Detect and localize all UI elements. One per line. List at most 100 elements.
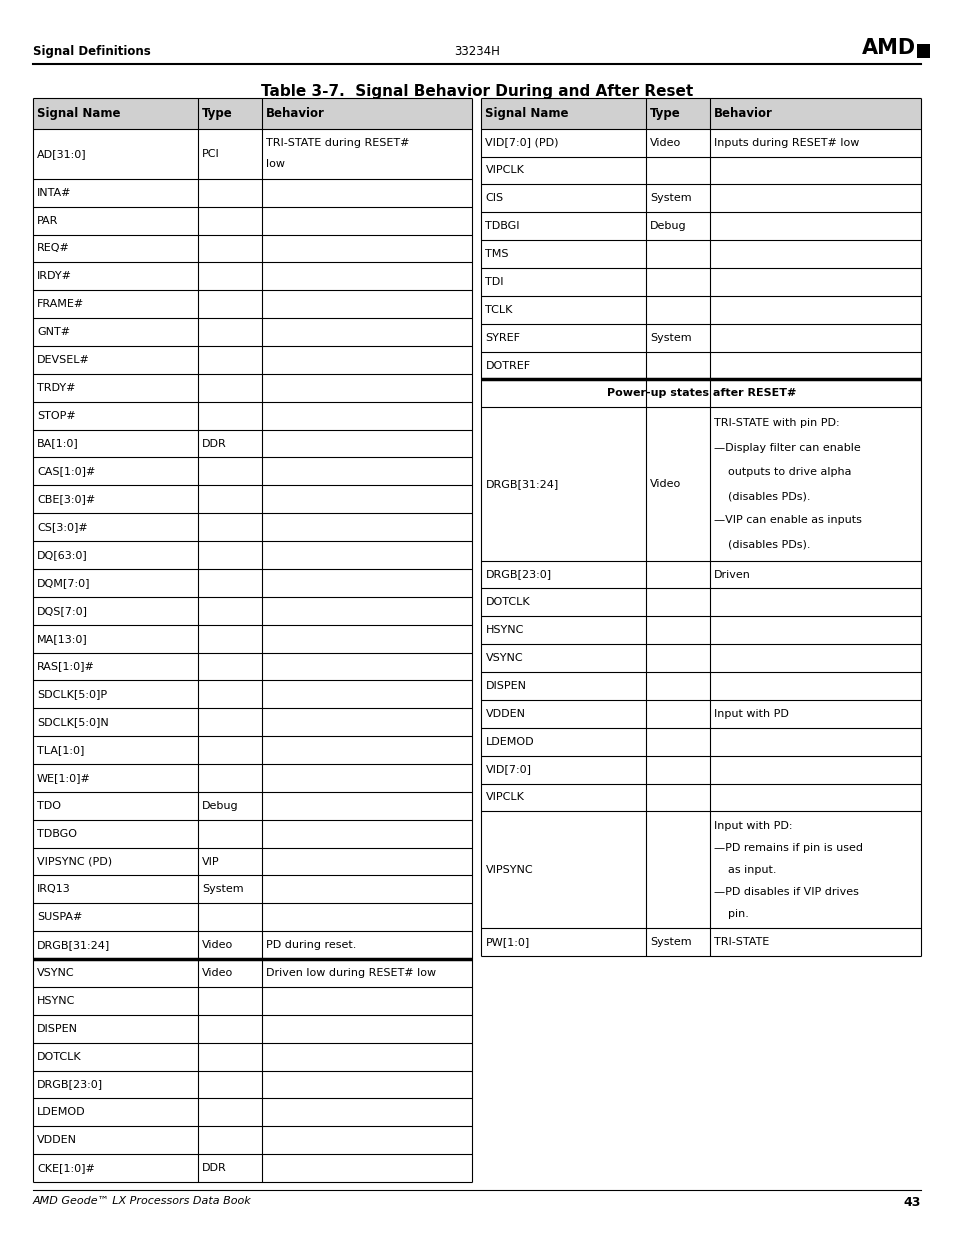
Bar — [33, 98, 472, 128]
Text: as input.: as input. — [713, 864, 776, 874]
Text: TDI: TDI — [485, 277, 503, 287]
Text: AMD: AMD — [861, 38, 915, 58]
Text: VDDEN: VDDEN — [485, 709, 525, 719]
Text: AD[31:0]: AD[31:0] — [37, 148, 87, 159]
Text: 43: 43 — [902, 1195, 920, 1209]
Text: DISPEN: DISPEN — [37, 1024, 78, 1034]
Text: DQ[63:0]: DQ[63:0] — [37, 550, 88, 559]
Text: PAR: PAR — [37, 216, 58, 226]
Text: Driven: Driven — [713, 569, 750, 579]
Text: CKE[1:0]#: CKE[1:0]# — [37, 1163, 94, 1173]
Text: VDDEN: VDDEN — [37, 1135, 77, 1145]
Text: VIP: VIP — [202, 857, 219, 867]
Polygon shape — [916, 44, 929, 58]
Text: DRGB[23:0]: DRGB[23:0] — [37, 1079, 103, 1089]
Text: CIS: CIS — [485, 194, 503, 204]
Text: low: low — [265, 159, 284, 169]
Text: System: System — [202, 884, 243, 894]
Text: —VIP can enable as inputs: —VIP can enable as inputs — [713, 515, 861, 525]
Text: DISPEN: DISPEN — [485, 680, 526, 690]
Text: Driven low during RESET# low: Driven low during RESET# low — [265, 968, 436, 978]
Text: PW[1:0]: PW[1:0] — [485, 937, 529, 947]
Text: 33234H: 33234H — [454, 44, 499, 58]
Text: VIPSYNC: VIPSYNC — [485, 864, 533, 874]
Text: RAS[1:0]#: RAS[1:0]# — [37, 662, 94, 672]
Text: SDCLK[5:0]P: SDCLK[5:0]P — [37, 689, 107, 699]
Text: VIPSYNC (PD): VIPSYNC (PD) — [37, 857, 112, 867]
Text: TRDY#: TRDY# — [37, 383, 75, 393]
Text: Behavior: Behavior — [265, 106, 324, 120]
Text: TLA[1:0]: TLA[1:0] — [37, 745, 84, 755]
Text: System: System — [650, 937, 691, 947]
Text: —Display filter can enable: —Display filter can enable — [713, 442, 860, 453]
Text: Signal Name: Signal Name — [485, 106, 568, 120]
Text: —PD disables if VIP drives: —PD disables if VIP drives — [713, 887, 858, 897]
Text: TRI-STATE with pin PD:: TRI-STATE with pin PD: — [713, 419, 839, 429]
Text: CBE[3:0]#: CBE[3:0]# — [37, 494, 95, 504]
Text: VID[7:0]: VID[7:0] — [485, 764, 531, 774]
Text: Table 3-7.  Signal Behavior During and After Reset: Table 3-7. Signal Behavior During and Af… — [260, 84, 693, 99]
Text: DEVSEL#: DEVSEL# — [37, 354, 90, 366]
Text: TRI-STATE during RESET#: TRI-STATE during RESET# — [265, 138, 409, 148]
Text: VSYNC: VSYNC — [37, 968, 74, 978]
Text: DDR: DDR — [202, 1163, 226, 1173]
Text: VID[7:0] (PD): VID[7:0] (PD) — [485, 137, 558, 148]
Text: Debug: Debug — [650, 221, 686, 231]
Text: (disables PDs).: (disables PDs). — [713, 492, 810, 501]
Text: (disables PDs).: (disables PDs). — [713, 540, 810, 550]
Text: LDEMOD: LDEMOD — [37, 1108, 86, 1118]
Text: CS[3:0]#: CS[3:0]# — [37, 522, 88, 532]
Text: Type: Type — [202, 106, 233, 120]
Text: TMS: TMS — [485, 249, 509, 259]
Text: VIPCLK: VIPCLK — [485, 165, 524, 175]
Text: VSYNC: VSYNC — [485, 653, 522, 663]
Text: Video: Video — [202, 940, 233, 950]
Text: WE[1:0]#: WE[1:0]# — [37, 773, 91, 783]
Text: LDEMOD: LDEMOD — [485, 737, 534, 747]
Text: SUSPA#: SUSPA# — [37, 913, 82, 923]
Text: VIPCLK: VIPCLK — [485, 793, 524, 803]
Text: System: System — [650, 332, 691, 342]
Text: outputs to drive alpha: outputs to drive alpha — [713, 467, 851, 477]
Text: DOTREF: DOTREF — [485, 361, 530, 370]
Text: System: System — [650, 194, 691, 204]
Text: HSYNC: HSYNC — [37, 995, 75, 1005]
Text: DOTCLK: DOTCLK — [37, 1051, 82, 1062]
Text: TDO: TDO — [37, 800, 61, 811]
Text: TDBGI: TDBGI — [485, 221, 519, 231]
Text: REQ#: REQ# — [37, 243, 70, 253]
Text: SDCLK[5:0]N: SDCLK[5:0]N — [37, 718, 109, 727]
Text: DRGB[31:24]: DRGB[31:24] — [485, 479, 558, 489]
Text: DQS[7:0]: DQS[7:0] — [37, 605, 88, 616]
Text: Type: Type — [650, 106, 680, 120]
Text: Inputs during RESET# low: Inputs during RESET# low — [713, 137, 859, 148]
Text: TDBGO: TDBGO — [37, 829, 77, 839]
Text: PCI: PCI — [202, 148, 219, 159]
Text: AMD Geode™ LX Processors Data Book: AMD Geode™ LX Processors Data Book — [33, 1195, 252, 1207]
Text: BA[1:0]: BA[1:0] — [37, 438, 79, 448]
Text: Debug: Debug — [202, 800, 238, 811]
Text: PD during reset.: PD during reset. — [265, 940, 355, 950]
Text: Behavior: Behavior — [713, 106, 772, 120]
Text: Power-up states after RESET#: Power-up states after RESET# — [606, 388, 795, 399]
Text: HSYNC: HSYNC — [485, 625, 523, 635]
Text: TRI-STATE: TRI-STATE — [713, 937, 768, 947]
Text: TCLK: TCLK — [485, 305, 513, 315]
Text: CAS[1:0]#: CAS[1:0]# — [37, 467, 95, 477]
Text: DDR: DDR — [202, 438, 226, 448]
Text: STOP#: STOP# — [37, 411, 75, 421]
Text: Input with PD:: Input with PD: — [713, 821, 792, 831]
Text: GNT#: GNT# — [37, 327, 71, 337]
Text: MA[13:0]: MA[13:0] — [37, 634, 88, 643]
Text: IRQ13: IRQ13 — [37, 884, 71, 894]
Text: pin.: pin. — [713, 909, 748, 919]
Text: Video: Video — [202, 968, 233, 978]
Text: SYREF: SYREF — [485, 332, 520, 342]
Text: Input with PD: Input with PD — [713, 709, 788, 719]
Text: IRDY#: IRDY# — [37, 272, 71, 282]
Text: DQM[7:0]: DQM[7:0] — [37, 578, 91, 588]
Text: DRGB[23:0]: DRGB[23:0] — [485, 569, 551, 579]
Text: Signal Name: Signal Name — [37, 106, 120, 120]
Text: Signal Definitions: Signal Definitions — [33, 44, 151, 58]
Text: —PD remains if pin is used: —PD remains if pin is used — [713, 844, 862, 853]
